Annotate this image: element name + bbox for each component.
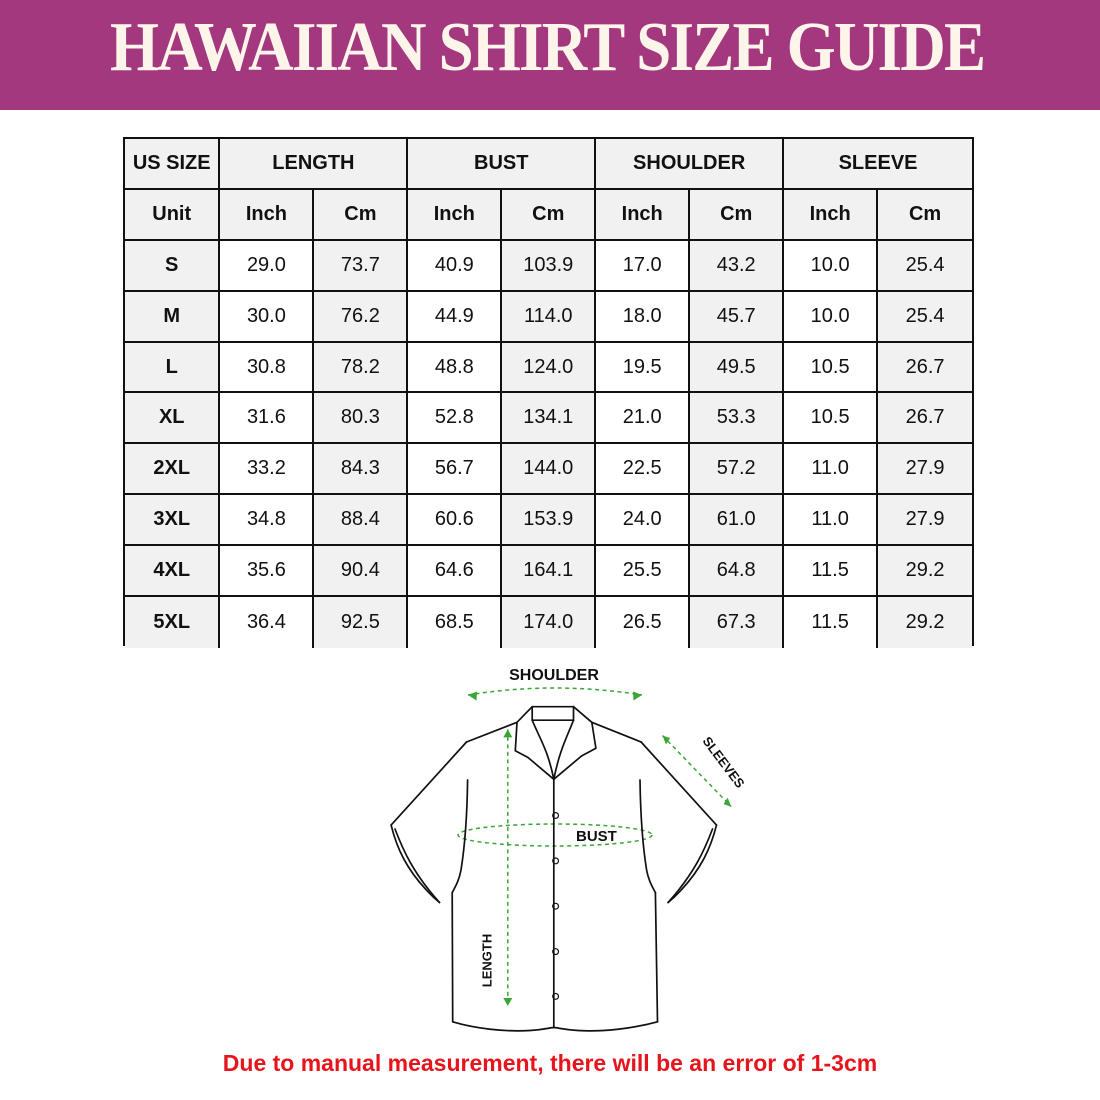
svg-text:LENGTH: LENGTH xyxy=(480,934,495,987)
svg-text:BUST: BUST xyxy=(576,828,617,845)
svg-text:SLEEVES: SLEEVES xyxy=(700,734,748,791)
svg-text:SHOULDER: SHOULDER xyxy=(509,667,599,684)
